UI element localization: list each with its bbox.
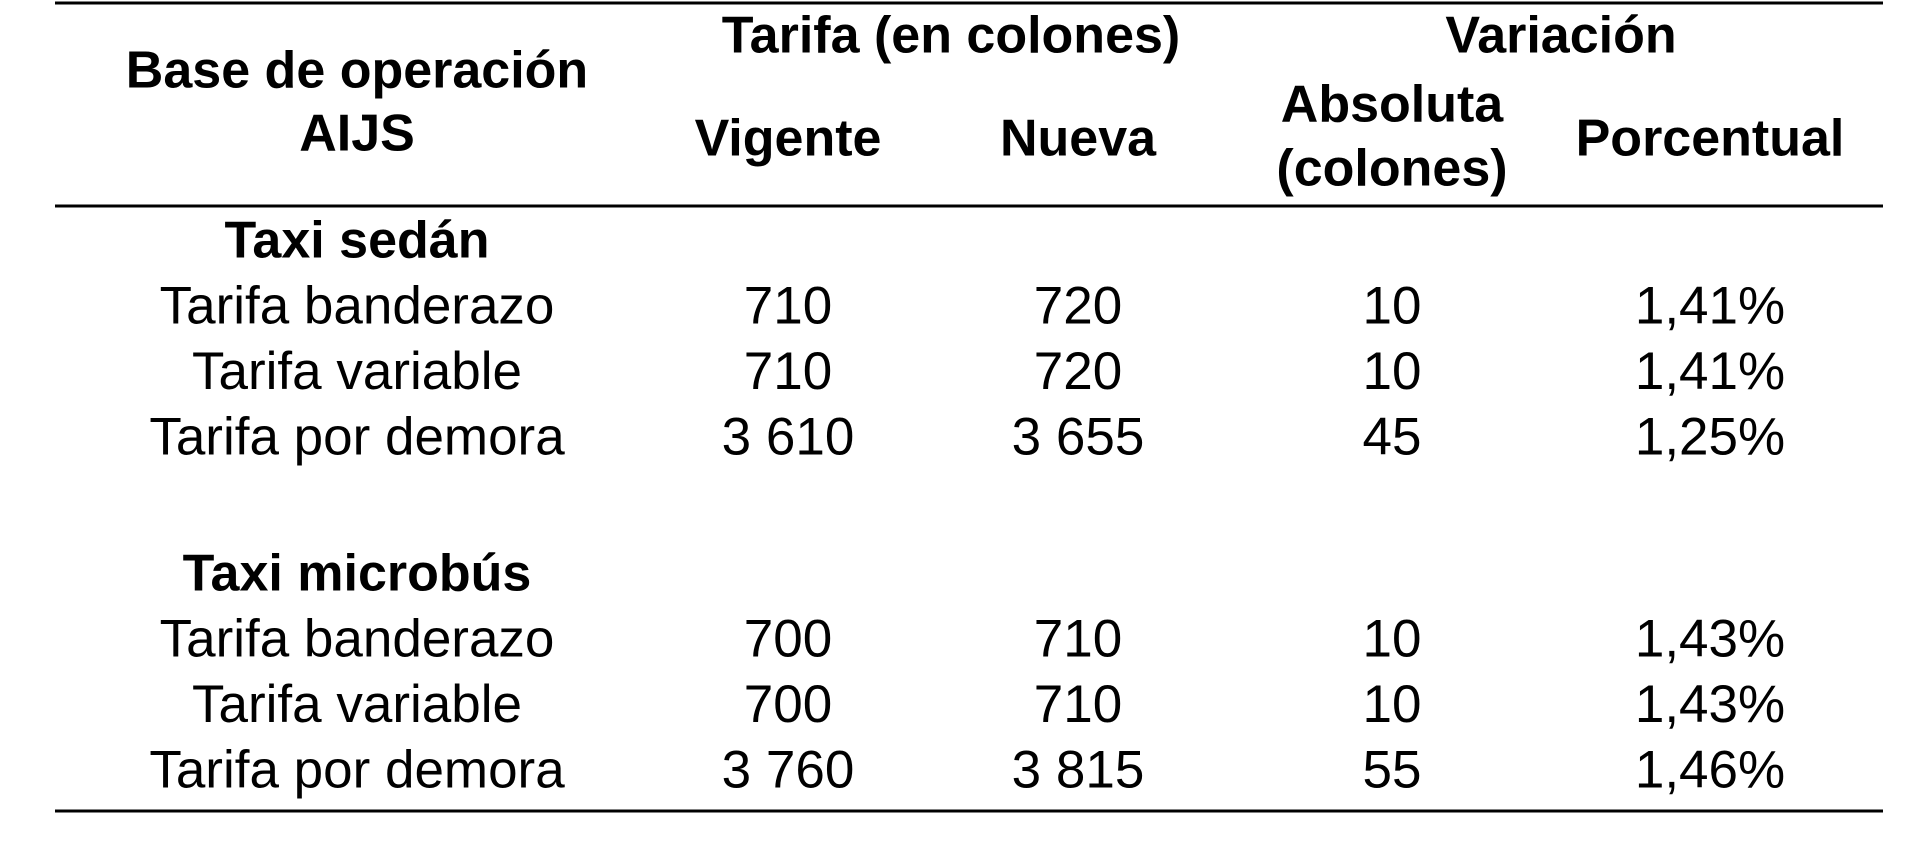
header-label: AIJS (299, 105, 415, 163)
cell: 10 (1363, 342, 1422, 401)
cell: 1,25% (1635, 408, 1785, 467)
group-header: Variación (1445, 7, 1676, 65)
cell: 710 (744, 342, 832, 401)
section-title: Taxi sedán (225, 212, 490, 270)
row-label: Tarifa variable (192, 675, 522, 734)
column-header: Nueva (1000, 110, 1157, 168)
cell: 1,43% (1635, 610, 1785, 669)
row-label: Tarifa por demora (149, 741, 565, 800)
column-header: Vigente (695, 110, 882, 168)
cell: 720 (1034, 342, 1122, 401)
cell: 10 (1363, 675, 1422, 734)
column-header: (colones) (1276, 140, 1507, 198)
cell: 3 655 (1012, 408, 1145, 467)
row-label: Tarifa variable (192, 342, 522, 401)
cell: 1,46% (1635, 741, 1785, 800)
row-label: Tarifa banderazo (160, 277, 555, 336)
cell: 3 815 (1012, 741, 1145, 800)
column-header: Porcentual (1576, 110, 1845, 168)
header-label: Base de operación (126, 42, 588, 100)
group-header: Tarifa (en colones) (722, 7, 1180, 65)
cell: 1,41% (1635, 277, 1785, 336)
cell: 710 (744, 277, 832, 336)
cell: 55 (1363, 741, 1422, 800)
cell: 10 (1363, 277, 1422, 336)
cell: 1,41% (1635, 342, 1785, 401)
cell: 710 (1034, 610, 1122, 669)
row-label: Tarifa por demora (149, 408, 565, 467)
cell: 10 (1363, 610, 1422, 669)
cell: 3 610 (722, 408, 855, 467)
row-label: Tarifa banderazo (160, 610, 555, 669)
cell: 45 (1363, 408, 1422, 467)
section-title: Taxi microbús (183, 545, 532, 603)
cell: 1,43% (1635, 675, 1785, 734)
cell: 700 (744, 675, 832, 734)
column-header: Absoluta (1281, 76, 1505, 134)
cell: 3 760 (722, 741, 855, 800)
cell: 710 (1034, 675, 1122, 734)
cell: 720 (1034, 277, 1122, 336)
cell: 700 (744, 610, 832, 669)
